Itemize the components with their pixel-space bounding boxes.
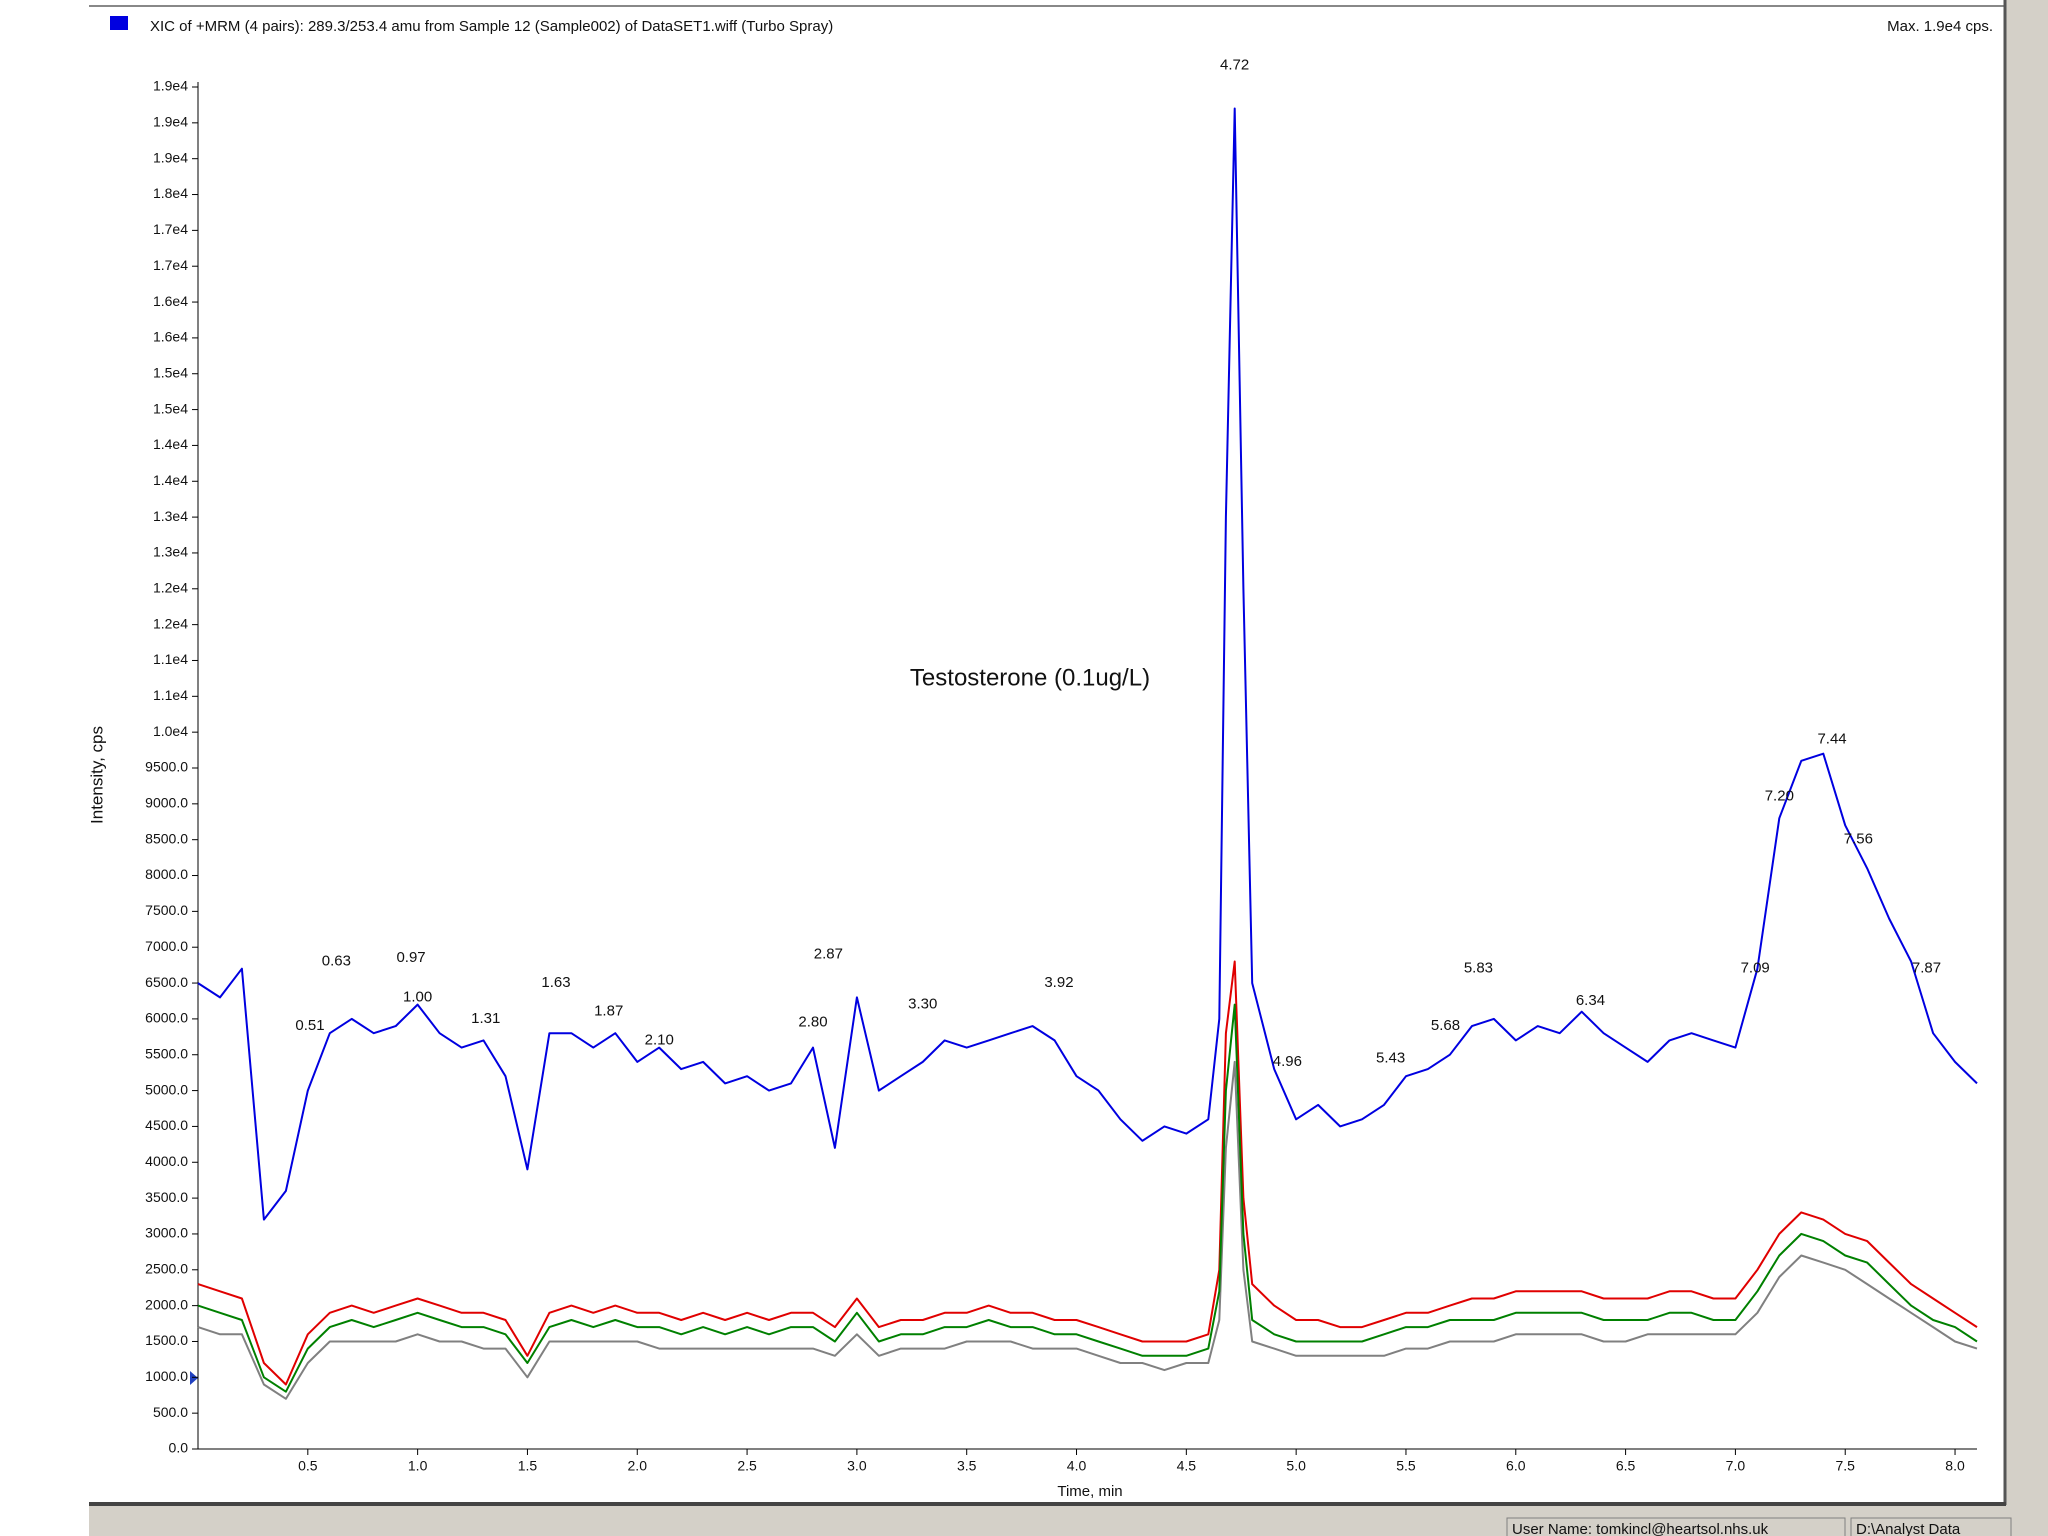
y-tick-label: 5500.0 [145, 1045, 188, 1061]
y-tick-label: 1.6e4 [153, 293, 188, 309]
peak-label: 5.43 [1376, 1049, 1405, 1066]
peak-label: 7.87 [1912, 960, 1941, 977]
bottom-border [89, 1502, 2006, 1506]
peak-label: 4.72 [1220, 56, 1249, 73]
x-tick-label: 7.5 [1835, 1458, 1855, 1474]
peak-label: 2.87 [814, 945, 843, 962]
y-tick-label: 1.0e4 [153, 723, 188, 739]
status-user-box [1506, 1517, 1846, 1536]
y-tick-label: 3000.0 [145, 1225, 188, 1241]
peak-label: 7.20 [1765, 788, 1794, 805]
y-tick-label: 1.7e4 [153, 257, 188, 273]
x-tick-label: 8.0 [1945, 1458, 1965, 1474]
y-tick-label: 7500.0 [145, 902, 188, 918]
peak-label: 0.97 [396, 949, 425, 966]
peak-label: 1.00 [403, 988, 432, 1005]
y-tick-label: 1.4e4 [153, 436, 188, 452]
x-tick-label: 5.0 [1286, 1458, 1306, 1474]
y-tick-label: 6500.0 [145, 974, 188, 990]
y-tick-label: 2000.0 [145, 1296, 188, 1312]
y-tick-label: 1.9e4 [153, 114, 188, 130]
status-path-box [1850, 1517, 2012, 1536]
y-tick-label: 1.1e4 [153, 687, 188, 703]
x-tick-label: 2.5 [737, 1458, 757, 1474]
y-tick-label: 5000.0 [145, 1081, 188, 1097]
y-tick-label: 6000.0 [145, 1010, 188, 1026]
marker-arrow [190, 1371, 198, 1385]
y-tick-label: 500.0 [153, 1404, 188, 1420]
peak-label: 4.96 [1273, 1053, 1302, 1070]
x-tick-label: 3.0 [847, 1458, 867, 1474]
y-tick-label: 8000.0 [145, 866, 188, 882]
peak-label: 0.63 [322, 953, 351, 970]
series-line [197, 1060, 1978, 1400]
x-tick-label: 5.5 [1396, 1458, 1416, 1474]
y-tick-label: 1.2e4 [153, 615, 188, 631]
peak-label: 5.68 [1431, 1017, 1460, 1034]
peak-label: 7.56 [1844, 831, 1873, 848]
x-tick-label: 2.0 [628, 1458, 648, 1474]
y-tick-label: 1.5e4 [153, 364, 188, 380]
x-tick-label: 7.0 [1726, 1458, 1746, 1474]
y-tick-label: 1.3e4 [153, 544, 188, 560]
x-axis-label: Time, min [1057, 1483, 1122, 1500]
x-tick-label: 0.5 [298, 1458, 318, 1474]
status-path: D:\Analyst Data [1856, 1521, 1961, 1536]
y-tick-label: 1.9e4 [153, 78, 188, 94]
peak-label: 1.87 [594, 1003, 623, 1020]
series-line [197, 107, 1978, 1221]
y-tick-label: 1500.0 [145, 1332, 188, 1348]
y-tick-label: 1.1e4 [153, 651, 188, 667]
peak-label: 1.63 [541, 974, 570, 991]
x-tick-label: 1.5 [518, 1458, 538, 1474]
right-frame [2004, 0, 2048, 1536]
x-tick-label: 4.0 [1067, 1458, 1087, 1474]
y-tick-label: 9500.0 [145, 759, 188, 775]
peak-label: 6.34 [1576, 992, 1605, 1009]
y-tick-label: 1.9e4 [153, 149, 188, 165]
peak-label: 3.30 [908, 996, 937, 1013]
peak-label: 1.31 [471, 1010, 500, 1027]
header-title: XIC of +MRM (4 pairs): 289.3/253.4 amu f… [150, 18, 833, 35]
x-tick-label: 6.0 [1506, 1458, 1526, 1474]
peak-label: 7.09 [1741, 960, 1770, 977]
y-tick-label: 1.7e4 [153, 221, 188, 237]
status-user: User Name: tomkincl@heartsol.nhs.uk [1512, 1521, 1769, 1536]
y-tick-label: 1.5e4 [153, 400, 188, 416]
y-tick-label: 1000.0 [145, 1368, 188, 1384]
peak-label: 2.10 [645, 1031, 674, 1048]
peak-label: 7.44 [1817, 730, 1846, 747]
y-tick-label: 3500.0 [145, 1189, 188, 1205]
series-line [197, 1003, 1978, 1393]
y-tick-label: 1.2e4 [153, 579, 188, 595]
peak-label: 3.92 [1044, 974, 1073, 991]
y-tick-label: 7000.0 [145, 938, 188, 954]
peak-label: 2.80 [798, 1013, 827, 1030]
y-tick-label: 1.6e4 [153, 329, 188, 345]
legend-swatch [110, 16, 128, 30]
x-tick-label: 6.5 [1616, 1458, 1636, 1474]
y-tick-label: 4500.0 [145, 1117, 188, 1133]
x-tick-label: 1.0 [408, 1458, 428, 1474]
y-tick-label: 9000.0 [145, 795, 188, 811]
peak-label: 5.83 [1464, 960, 1493, 977]
header-max: Max. 1.9e4 cps. [1887, 18, 1993, 35]
y-tick-label: 1.3e4 [153, 508, 188, 524]
y-tick-label: 8500.0 [145, 830, 188, 846]
series-line [197, 960, 1978, 1386]
y-axis-label: Intensity, cps [87, 726, 106, 824]
y-tick-label: 1.8e4 [153, 185, 188, 201]
x-tick-label: 3.5 [957, 1458, 977, 1474]
y-tick-label: 0.0 [169, 1440, 189, 1456]
y-tick-label: 4000.0 [145, 1153, 188, 1169]
y-tick-label: 1.4e4 [153, 472, 188, 488]
annotation: Testosterone (0.1ug/L) [910, 664, 1150, 691]
peak-label: 0.51 [295, 1017, 324, 1034]
y-tick-label: 2500.0 [145, 1260, 188, 1276]
x-tick-label: 4.5 [1177, 1458, 1197, 1474]
